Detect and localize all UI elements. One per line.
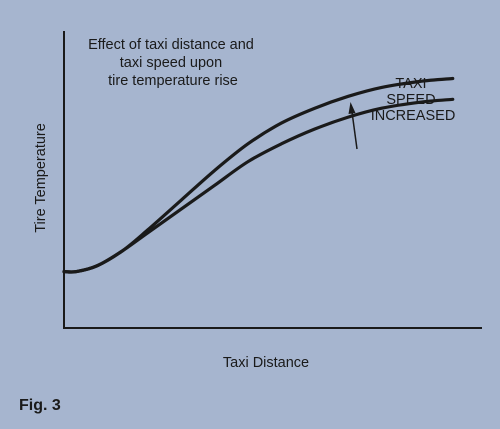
annotation-arrow-shaft <box>351 111 358 150</box>
chart-title: Effect of taxi distance and taxi speed u… <box>88 37 258 89</box>
series-group <box>62 76 455 274</box>
title-line-2: taxi speed upon <box>120 55 222 71</box>
title-line-1: Effect of taxi distance and <box>88 37 254 53</box>
x-axis-label: Taxi Distance <box>223 355 309 371</box>
series-line-2 <box>62 97 455 274</box>
annotation-line-3: INCREASED <box>371 108 456 124</box>
y-axis-label: Tire Temperature <box>33 123 49 233</box>
annotation-arrowhead <box>348 102 356 114</box>
figure-label: Fig. 3 <box>19 397 61 414</box>
title-line-3: tire temperature rise <box>108 73 238 89</box>
